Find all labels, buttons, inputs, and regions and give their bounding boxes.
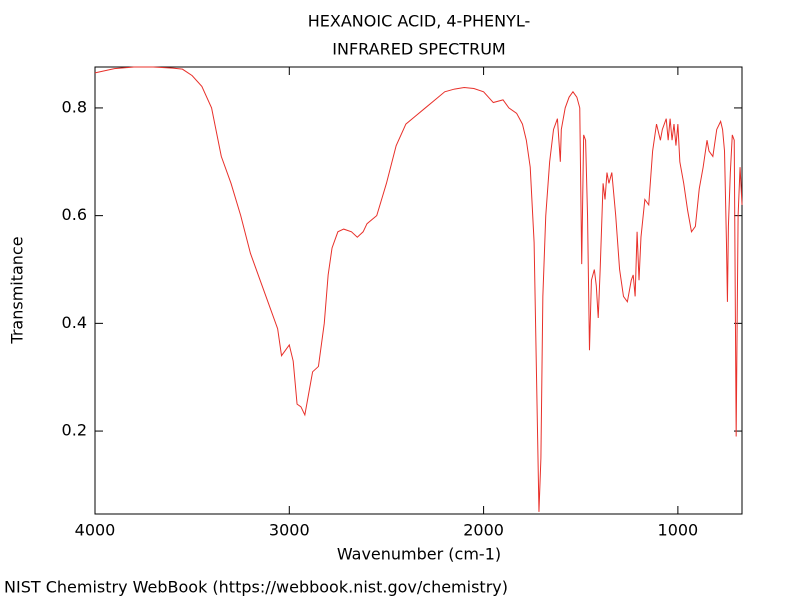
chart-subtitle: INFRARED SPECTRUM bbox=[332, 40, 505, 59]
y-tick-label: 0.2 bbox=[62, 421, 87, 440]
x-tick-label: 4000 bbox=[75, 521, 116, 540]
x-tick-label: 3000 bbox=[269, 521, 310, 540]
y-tick-label: 0.4 bbox=[62, 313, 87, 332]
x-tick-label: 2000 bbox=[463, 521, 504, 540]
y-tick-label: 0.6 bbox=[62, 205, 87, 224]
plot-frame bbox=[94, 66, 743, 515]
x-axis-label: Wavenumber (cm-1) bbox=[337, 545, 501, 564]
spectrum-line bbox=[94, 66, 743, 512]
y-axis-label: Transmitance bbox=[8, 236, 27, 344]
chart-title: HEXANOIC ACID, 4-PHENYL- bbox=[308, 12, 531, 31]
x-tick-label: 1000 bbox=[658, 521, 699, 540]
footer: NIST Chemistry WebBook (https://webbook.… bbox=[4, 578, 508, 597]
y-tick-label: 0.8 bbox=[62, 97, 87, 116]
